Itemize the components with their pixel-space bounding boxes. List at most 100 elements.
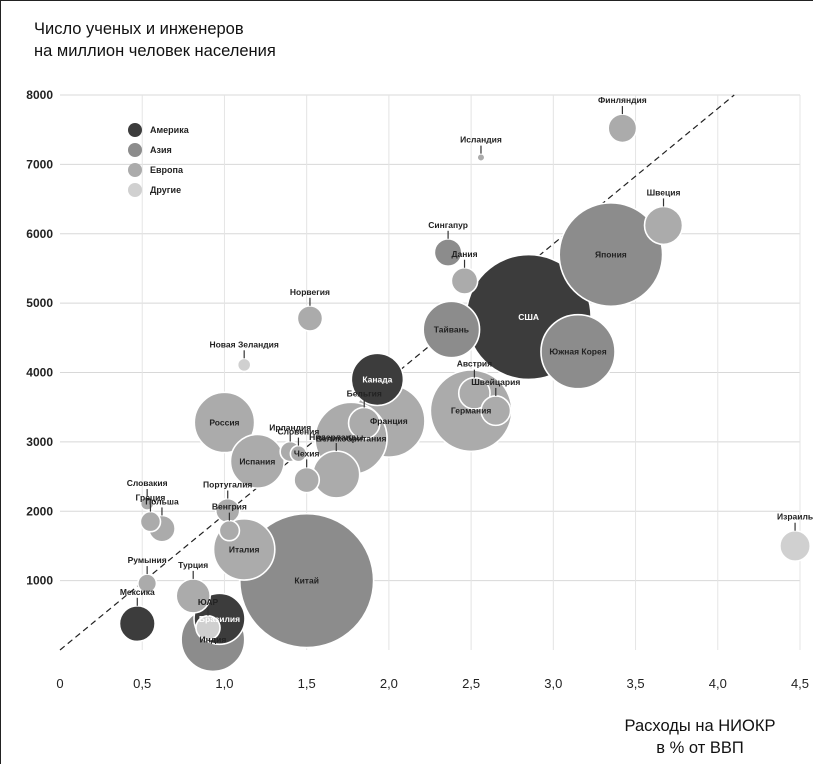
- bubble-label: Финляндия: [598, 95, 647, 105]
- legend-label: Другие: [150, 185, 181, 195]
- bubble: [193, 391, 256, 454]
- bubble-label: Израиль: [777, 512, 813, 522]
- bubble: [312, 450, 361, 499]
- x-tick-label: 4,0: [709, 676, 727, 691]
- bubble-label: Мексика: [120, 587, 155, 597]
- legend-swatch: [128, 143, 142, 157]
- bubble-label: Нидерланды: [309, 432, 363, 442]
- y-tick-label: 7000: [26, 157, 53, 171]
- bubble: [137, 573, 158, 594]
- bubble-label: Бразилия: [199, 614, 240, 624]
- legend-label: Азия: [150, 145, 172, 155]
- bubble-label: ЮАР: [198, 597, 219, 607]
- x-tick-label: 1,0: [215, 676, 233, 691]
- x-axis-title-line-2: в % от ВВП: [656, 739, 744, 757]
- bubble-label: Греция: [136, 493, 166, 503]
- bubble: [643, 205, 684, 246]
- bubble-label: Турция: [178, 560, 208, 570]
- bubble-label: Швеция: [647, 187, 681, 197]
- bubble: [139, 510, 162, 533]
- bubble-label: Дания: [451, 249, 477, 259]
- bubble-label: Португалия: [203, 480, 252, 490]
- y-axis-title-line-1: Число ученых и инженеров: [34, 20, 244, 38]
- bubble-label: Япония: [595, 250, 627, 260]
- bubble-label: Австрия: [457, 359, 492, 369]
- bubble: [118, 605, 156, 643]
- legend: Америка Азия Европа Другие: [128, 123, 190, 197]
- bubbles: [118, 113, 812, 673]
- bubble: [476, 152, 486, 163]
- x-axis-title-line-1: Расходы на НИОКР: [624, 717, 776, 735]
- bubble: [289, 444, 308, 463]
- bubble-label: Сингапур: [428, 220, 468, 230]
- x-tick-label: 2,0: [380, 676, 398, 691]
- bubble-label: Исландия: [460, 135, 502, 145]
- trend-line: [59, 94, 735, 651]
- bubble: [229, 433, 286, 489]
- bubble-label: Франция: [370, 416, 408, 426]
- x-tick-label: 2,5: [462, 676, 480, 691]
- bubble-label: Индия: [200, 635, 227, 645]
- x-tick-label: 4,5: [791, 676, 809, 691]
- bubble-label: Словакия: [127, 478, 168, 488]
- bubble: [236, 357, 252, 373]
- bubble-label: Ирландия: [269, 423, 311, 433]
- bubble: [540, 313, 616, 390]
- axes: 1000 2000 3000 4000 5000 6000 7000 8000 0 0,5 1,0 1…: [26, 88, 809, 691]
- bubble-label: Новая Зеландия: [209, 339, 278, 349]
- bubble-label: Китай: [294, 576, 319, 586]
- bubble: [429, 369, 513, 453]
- y-tick-label: 2000: [26, 504, 53, 518]
- bubble-label: Бельгия: [347, 388, 382, 398]
- y-tick-label: 8000: [26, 88, 53, 102]
- y-axis-title: Число ученых и инженеров на миллион чело…: [34, 18, 276, 62]
- x-axis-title: Расходы на НИОКР в % от ВВП: [600, 715, 800, 759]
- legend-label: Европа: [150, 165, 184, 175]
- bubble-label: Испания: [239, 456, 275, 466]
- bubble-label: Швейцария: [471, 377, 520, 387]
- bubble-label: Словения: [278, 427, 320, 437]
- legend-swatch: [128, 123, 142, 137]
- bubble-label: Румыния: [128, 555, 167, 565]
- bubble: [558, 202, 664, 308]
- bubble-label: Канада: [362, 374, 392, 384]
- bubble-label: Великобритания: [316, 433, 387, 443]
- bubble-label: Южная Корея: [549, 347, 606, 357]
- bubble-label: Тайвань: [434, 324, 469, 334]
- x-tick-label: 1,5: [298, 676, 316, 691]
- bubble-label: Германия: [451, 406, 491, 416]
- bubble-label: США: [518, 312, 539, 322]
- legend-swatch: [128, 163, 142, 177]
- y-tick-label: 1000: [26, 574, 53, 588]
- x-tick-label: 0,5: [133, 676, 151, 691]
- y-tick-label: 5000: [26, 296, 53, 310]
- legend-label: Америка: [150, 125, 190, 135]
- bubble: [350, 352, 405, 407]
- y-tick-label: 3000: [26, 435, 53, 449]
- bubble: [450, 266, 479, 295]
- legend-swatch: [128, 183, 142, 197]
- y-axis-title-line-2: на миллион человек населения: [34, 42, 276, 60]
- grid: [60, 94, 801, 650]
- bubble: [218, 519, 241, 542]
- y-tick-label: 4000: [26, 366, 53, 380]
- x-tick-label: 0: [56, 676, 63, 691]
- bubble: [422, 300, 481, 359]
- bubble: [607, 113, 638, 144]
- bubble-label: Россия: [209, 417, 239, 427]
- trend-line-group: [59, 94, 735, 651]
- x-tick-label: 3,5: [627, 676, 645, 691]
- bubble: [293, 466, 321, 494]
- bubble-label: Венгрия: [212, 502, 247, 512]
- bubble-label: Норвегия: [290, 287, 330, 297]
- bubble: [296, 304, 324, 332]
- bubble-label: Италия: [229, 544, 260, 554]
- bubble-labels: Китай США Япония Германия Южная Корея Франция…: [120, 95, 813, 645]
- bubble: [779, 529, 812, 562]
- bubble: [457, 376, 491, 410]
- bubble-label: Чехия: [294, 448, 320, 458]
- x-tick-label: 3,0: [544, 676, 562, 691]
- y-tick-label: 6000: [26, 227, 53, 241]
